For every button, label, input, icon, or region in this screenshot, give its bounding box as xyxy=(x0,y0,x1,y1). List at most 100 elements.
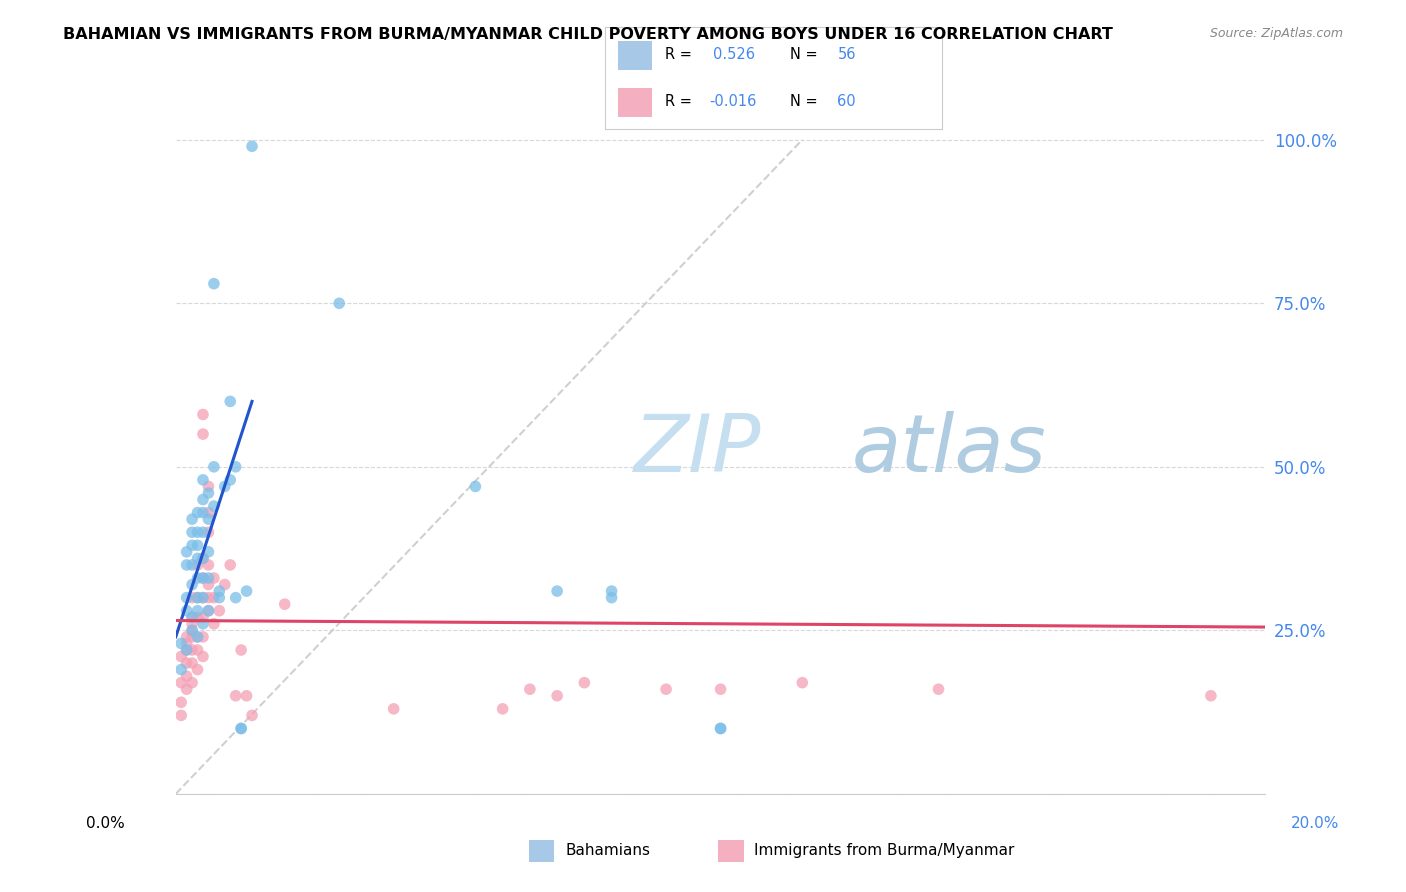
FancyBboxPatch shape xyxy=(718,839,744,863)
Point xyxy=(202,277,225,291)
Point xyxy=(240,139,263,153)
FancyBboxPatch shape xyxy=(619,88,652,117)
Point xyxy=(186,551,209,566)
Point xyxy=(191,591,214,605)
Point xyxy=(231,643,253,657)
Point xyxy=(181,656,204,670)
Text: R =: R = xyxy=(665,47,697,62)
Point xyxy=(176,669,198,683)
Point xyxy=(170,636,193,650)
Point xyxy=(176,604,198,618)
Point xyxy=(197,577,219,591)
Text: -0.016: -0.016 xyxy=(709,95,756,109)
Point xyxy=(176,630,198,644)
Point xyxy=(382,702,405,716)
Text: Immigrants from Burma/Myanmar: Immigrants from Burma/Myanmar xyxy=(754,844,1014,858)
Point xyxy=(191,408,214,422)
Point xyxy=(176,591,198,605)
Point xyxy=(181,558,204,572)
Point xyxy=(600,584,623,599)
Point xyxy=(492,702,515,716)
Point xyxy=(710,722,733,736)
Point xyxy=(208,584,231,599)
Point xyxy=(181,624,204,638)
Point xyxy=(191,571,214,585)
Point xyxy=(219,558,242,572)
Point xyxy=(928,682,950,697)
Point xyxy=(225,591,247,605)
Point xyxy=(202,499,225,513)
Point xyxy=(208,591,231,605)
Point xyxy=(191,610,214,624)
Point xyxy=(197,604,219,618)
Point xyxy=(186,506,209,520)
Text: 56: 56 xyxy=(838,47,856,62)
Point xyxy=(181,610,204,624)
Point xyxy=(202,591,225,605)
Point xyxy=(1199,689,1222,703)
Text: Source: ZipAtlas.com: Source: ZipAtlas.com xyxy=(1209,27,1343,40)
Point xyxy=(176,643,198,657)
Point xyxy=(170,649,193,664)
Point xyxy=(191,591,214,605)
Point xyxy=(191,649,214,664)
Point xyxy=(186,643,209,657)
Point xyxy=(197,591,219,605)
Point xyxy=(186,610,209,624)
Point xyxy=(225,459,247,474)
Point xyxy=(176,682,198,697)
Point xyxy=(176,643,198,657)
Point xyxy=(186,571,209,585)
Point xyxy=(186,591,209,605)
Point xyxy=(710,722,733,736)
Point xyxy=(181,591,204,605)
Point xyxy=(197,506,219,520)
Point xyxy=(170,695,193,709)
Point xyxy=(181,577,204,591)
Point xyxy=(181,630,204,644)
Point xyxy=(710,682,733,697)
Point xyxy=(197,486,219,500)
Point xyxy=(170,675,193,690)
Point xyxy=(792,675,814,690)
Point xyxy=(546,689,568,703)
Text: N =: N = xyxy=(790,47,823,62)
Point xyxy=(328,296,350,310)
Point xyxy=(197,571,219,585)
Text: 0.0%: 0.0% xyxy=(86,816,125,830)
Point xyxy=(191,551,214,566)
Point xyxy=(574,675,596,690)
Point xyxy=(235,584,257,599)
Point xyxy=(202,571,225,585)
Point xyxy=(191,492,214,507)
Point xyxy=(191,506,214,520)
Point xyxy=(186,558,209,572)
Point xyxy=(655,682,678,697)
Point xyxy=(219,394,242,409)
Point xyxy=(170,708,193,723)
Point xyxy=(208,604,231,618)
Point xyxy=(186,525,209,540)
Point xyxy=(202,616,225,631)
Text: 20.0%: 20.0% xyxy=(1291,816,1339,830)
Point xyxy=(231,722,253,736)
Point xyxy=(464,479,486,493)
Text: ZIP: ZIP xyxy=(633,411,761,490)
Point xyxy=(219,473,242,487)
Point xyxy=(197,604,219,618)
Point xyxy=(181,675,204,690)
Point xyxy=(186,663,209,677)
Point xyxy=(197,479,219,493)
Point xyxy=(186,591,209,605)
Point xyxy=(191,571,214,585)
Point xyxy=(197,545,219,559)
Text: atlas: atlas xyxy=(852,411,1046,490)
Point xyxy=(214,479,236,493)
Point xyxy=(186,604,209,618)
Point xyxy=(225,689,247,703)
Text: 0.526: 0.526 xyxy=(713,47,755,62)
Text: 60: 60 xyxy=(838,95,856,109)
Point xyxy=(186,630,209,644)
Point xyxy=(546,584,568,599)
Text: R =: R = xyxy=(665,95,697,109)
